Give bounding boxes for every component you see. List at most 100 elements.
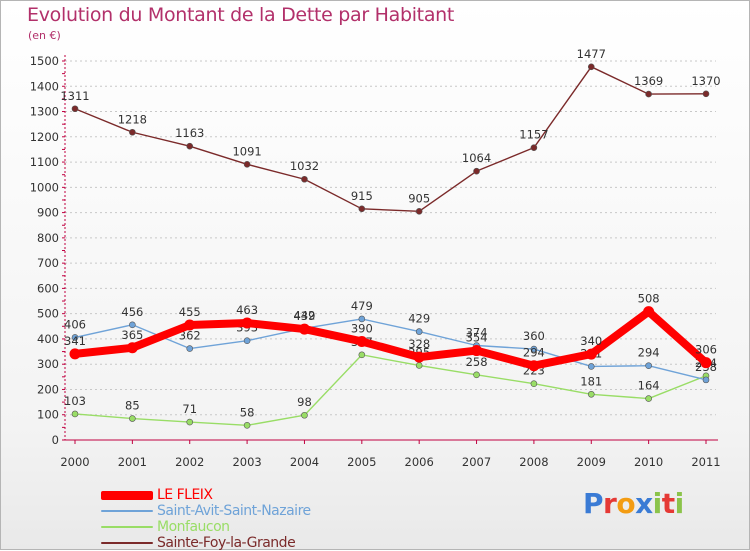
chart-subtitle: (en €) (28, 29, 61, 42)
x-tick-label: 2001 (118, 455, 147, 469)
data-label-saint-avit-saint-nazaire: 294 (638, 346, 660, 360)
x-tick-label: 2006 (405, 455, 434, 469)
legend-swatch (101, 510, 153, 512)
data-label-saint-avit-saint-nazaire: 456 (121, 305, 143, 319)
data-point-saint-avit-saint-nazaire (530, 345, 538, 353)
data-label-saint-avit-saint-nazaire: 442 (293, 308, 315, 322)
data-label-monfaucon: 85 (125, 399, 140, 413)
data-label-sainte-foy-la-grande: 915 (351, 189, 373, 203)
data-label-sainte-foy-la-grande: 1032 (290, 159, 319, 173)
x-tick-label: 2009 (577, 455, 606, 469)
proxiti-logo: Proxiti (583, 487, 684, 520)
y-tick-label: 0 (52, 433, 59, 447)
x-tick-label: 2003 (232, 455, 261, 469)
data-label-sainte-foy-la-grande: 1311 (60, 89, 89, 103)
data-point-sainte-foy-la-grande (530, 144, 538, 151)
data-point-sainte-foy-la-grande (702, 90, 710, 98)
data-label-saint-avit-saint-nazaire: 406 (64, 317, 86, 331)
x-tick-label: 2010 (634, 455, 663, 469)
data-label-monfaucon: 164 (638, 379, 660, 393)
y-tick-label: 1000 (30, 180, 59, 194)
y-tick-label: 200 (37, 382, 59, 396)
y-tick-label: 900 (37, 206, 59, 220)
data-label-saint-avit-saint-nazaire: 429 (408, 312, 430, 326)
data-label-le-fleix: 328 (408, 337, 430, 351)
logo-letter: t (661, 487, 675, 520)
series-line-monfaucon (74, 354, 707, 427)
legend-label: Saint-Avit-Saint-Nazaire (157, 503, 311, 519)
data-label-monfaucon: 181 (580, 374, 602, 388)
data-point-le-fleix (69, 348, 81, 360)
data-point-sainte-foy-la-grande (473, 167, 480, 175)
logo-letter: r (603, 487, 617, 520)
data-point-le-fleix (241, 317, 253, 329)
y-tick-label: 100 (37, 408, 59, 422)
y-tick-label: 1100 (30, 155, 59, 169)
data-point-monfaucon (473, 371, 480, 379)
data-point-le-fleix (585, 348, 597, 360)
data-label-sainte-foy-la-grande: 1163 (175, 126, 204, 140)
data-label-le-fleix: 294 (523, 346, 545, 360)
data-point-le-fleix (471, 345, 483, 357)
data-point-saint-avit-saint-nazaire (587, 363, 595, 370)
data-label-le-fleix: 365 (121, 328, 143, 342)
chart-title: Evolution du Montant de la Dette par Hab… (27, 4, 455, 26)
y-tick-label: 700 (37, 256, 59, 270)
data-point-sainte-foy-la-grande (129, 128, 136, 136)
legend-label: Monfaucon (157, 519, 230, 535)
series-line-sainte-foy-la-grande (74, 66, 707, 213)
data-point-monfaucon (186, 418, 194, 426)
data-label-le-fleix: 390 (351, 321, 373, 335)
data-point-le-fleix (298, 323, 310, 335)
data-point-saint-avit-saint-nazaire (243, 337, 251, 345)
legend-label: LE FLEIX (157, 487, 213, 503)
data-label-sainte-foy-la-grande: 1157 (519, 128, 548, 142)
data-label-saint-avit-saint-nazaire: 362 (179, 329, 201, 343)
data-point-le-fleix (413, 351, 425, 363)
logo-letter: P (583, 487, 604, 520)
x-tick-label: 2007 (462, 455, 491, 469)
data-point-monfaucon (301, 411, 308, 419)
data-point-sainte-foy-la-grande (645, 90, 652, 98)
x-tick-label: 2011 (691, 455, 720, 469)
data-point-monfaucon (358, 351, 366, 359)
data-label-sainte-foy-la-grande: 1477 (577, 47, 606, 61)
y-tick-label: 1400 (30, 79, 59, 93)
data-label-monfaucon: 103 (64, 394, 86, 408)
data-point-le-fleix (700, 357, 712, 369)
legend-swatch (101, 526, 153, 528)
data-label-sainte-foy-la-grande: 1218 (118, 112, 147, 126)
logo-letter: i (674, 487, 685, 520)
data-point-monfaucon (71, 410, 79, 418)
legend-swatch (101, 542, 153, 544)
data-point-sainte-foy-la-grande (358, 205, 366, 213)
data-point-monfaucon (587, 390, 595, 398)
data-point-monfaucon (129, 415, 136, 422)
data-point-saint-avit-saint-nazaire (702, 376, 710, 384)
logo-letter: i (652, 487, 663, 520)
logo-letter: x (635, 487, 653, 520)
data-label-monfaucon: 98 (297, 395, 312, 409)
data-label-saint-avit-saint-nazaire: 360 (523, 329, 545, 343)
data-point-saint-avit-saint-nazaire (71, 334, 79, 341)
y-tick-label: 400 (37, 332, 59, 346)
legend-label: Sainte-Foy-la-Grande (157, 535, 296, 551)
data-label-monfaucon: 58 (240, 405, 255, 419)
data-point-sainte-foy-la-grande (243, 161, 251, 168)
legend-swatch (101, 490, 153, 500)
data-point-le-fleix (643, 306, 655, 318)
data-label-sainte-foy-la-grande: 1064 (462, 151, 491, 165)
data-label-saint-avit-saint-nazaire: 374 (466, 326, 488, 340)
data-point-saint-avit-saint-nazaire (186, 345, 194, 352)
y-tick-label: 600 (37, 281, 59, 295)
data-label-le-fleix: 439 (293, 309, 315, 323)
data-label-le-fleix: 455 (179, 305, 201, 319)
y-tick-label: 1200 (30, 130, 59, 144)
data-point-saint-avit-saint-nazaire (129, 321, 136, 329)
data-point-saint-avit-saint-nazaire (415, 328, 423, 335)
data-point-sainte-foy-la-grande (301, 175, 308, 183)
data-point-le-fleix (528, 360, 540, 372)
data-point-monfaucon (243, 422, 251, 429)
series-line-saint-avit-saint-nazaire (74, 318, 707, 381)
